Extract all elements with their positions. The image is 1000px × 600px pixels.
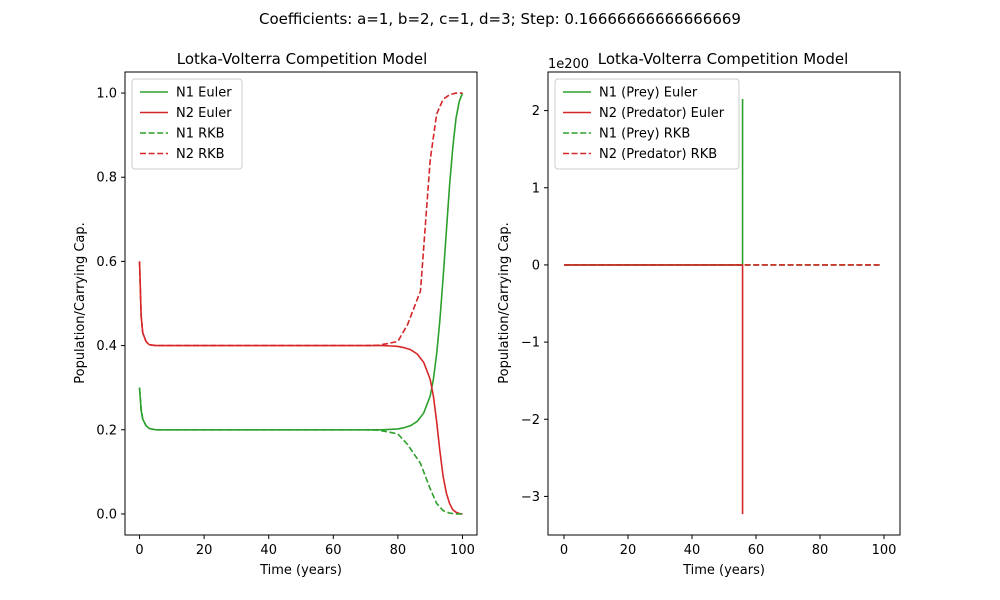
left-chart-ytick-label-0: 0.0: [96, 507, 117, 522]
right-chart-ytick-label-3: 0: [532, 258, 540, 273]
right-chart-ytick-label-5: 2: [532, 104, 540, 119]
right-chart-xtick-label-2: 40: [684, 543, 701, 558]
right-chart-legend-label-2: N1 (Prey) RKB: [599, 127, 690, 142]
right-chart-xtick-label-3: 60: [748, 543, 765, 558]
right-chart-legend-label-1: N2 (Predator) Euler: [599, 106, 725, 121]
right-chart-ytick-label-4: 1: [532, 181, 540, 196]
left-chart-ytick-label-5: 1.0: [96, 87, 117, 102]
left-chart-ytick-label-3: 0.6: [96, 255, 117, 270]
right-chart-axes-frame: [547, 71, 901, 536]
right-chart-ytick-label-1: −2: [521, 413, 540, 428]
right-chart-xtick-label-1: 20: [620, 543, 637, 558]
left-chart-xtick-label-3: 60: [325, 543, 342, 558]
left-chart-xlabel: Time (years): [259, 563, 342, 578]
left-chart-ytick-label-2: 0.4: [96, 339, 117, 354]
left-chart-legend-label-0: N1 Euler: [176, 86, 232, 101]
right-chart-xlabel: Time (years): [682, 563, 765, 578]
left-chart-plot-area: 0 20 40 60 80 100 0.0 0.2 0.4 0.6 0.8 1.0 N1 Euler N2…: [96, 71, 478, 558]
right-chart-ytick-label-0: −3: [521, 490, 540, 505]
right-chart-ylabel: Population/Carrying Cap.: [497, 222, 512, 384]
left-chart-legend-label-2: N1 RKB: [176, 127, 225, 142]
left-chart-legend-box: [131, 78, 243, 170]
right-chart-xtick-label-0: 0: [560, 543, 568, 558]
left-chart-ytick-label-1: 0.2: [96, 423, 117, 438]
left-chart-xtick-label-1: 20: [196, 543, 213, 558]
figure-suptitle: Coefficients: a=1, b=2, c=1, d=3; Step: …: [259, 10, 741, 28]
left-chart-legend: N1 Euler N2 Euler N1 RKB N2 RKB: [131, 78, 243, 170]
right-chart-plot-area: 0 20 40 60 80 100 −3 −2 −1 0 1 2 N1 (Prey) Euler N2 (…: [521, 71, 901, 558]
right-chart-title: Lotka-Volterra Competition Model: [598, 50, 848, 68]
right-chart-offset-text: 1e200: [548, 57, 589, 72]
right-chart-xtick-label-5: 100: [872, 543, 897, 558]
left-chart-axes-frame: [124, 71, 478, 536]
left-chart-xtick-label-5: 100: [450, 543, 475, 558]
right-chart: 0 20 40 60 80 100 −3 −2 −1 0 1 2 N1 (Prey) Euler N2 (…: [497, 50, 901, 578]
left-chart-title: Lotka-Volterra Competition Model: [177, 50, 427, 68]
left-chart-series-line-3: [138, 92, 463, 347]
left-chart-legend-label-1: N2 Euler: [176, 106, 232, 121]
right-chart-legend-label-3: N2 (Predator) RKB: [599, 147, 717, 162]
left-chart-legend-label-3: N2 RKB: [176, 147, 225, 162]
right-chart-legend-box: [554, 78, 740, 170]
right-chart-ytick-label-2: −1: [521, 336, 540, 351]
left-chart-xtick-label-4: 80: [390, 543, 407, 558]
left-chart-xtick-label-2: 40: [260, 543, 277, 558]
right-chart-legend: N1 (Prey) Euler N2 (Predator) Euler N1 (Pr…: [554, 78, 740, 170]
right-chart-legend-label-0: N1 (Prey) Euler: [599, 86, 698, 101]
left-chart-xtick-label-0: 0: [135, 543, 143, 558]
left-chart-ytick-label-4: 0.8: [96, 171, 117, 186]
left-chart-ylabel: Population/Carrying Cap.: [73, 222, 88, 384]
right-chart-xtick-label-4: 80: [812, 543, 829, 558]
left-chart: 0 20 40 60 80 100 0.0 0.2 0.4 0.6 0.8 1.0 N1 Euler N2…: [73, 50, 478, 578]
